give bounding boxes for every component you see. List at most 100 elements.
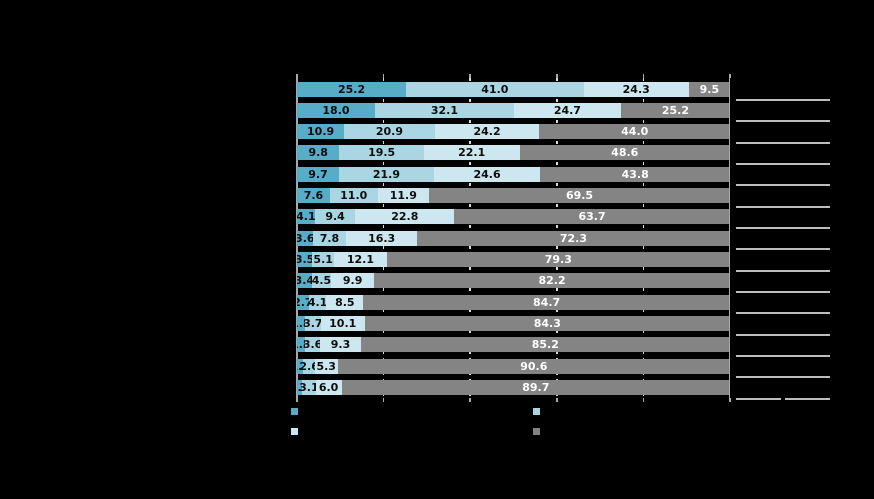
value-label: 5.1	[313, 253, 333, 267]
bar-segment-segment-2-light-blue: 5.1	[312, 252, 335, 268]
bar-segment-segment-2-light-blue: 3.6	[302, 337, 323, 353]
value-label: 12.1	[346, 253, 374, 267]
bar-segment-segment-3-pale-blue: 24.7	[513, 102, 621, 118]
row-end-line	[736, 269, 830, 272]
bar-segment-segment-2-light-blue: 20.9	[344, 124, 435, 140]
bar-segment-segment-3-pale-blue: 24.6	[433, 166, 541, 182]
bar-segment-segment-4-gray: 43.8	[540, 166, 730, 182]
axis-tick	[382, 398, 385, 402]
bar-segment-segment-2-light-blue: 9.4	[314, 209, 356, 225]
value-label: 21.9	[372, 167, 400, 181]
bar-segment-segment-3-pale-blue: 10.1	[320, 316, 365, 332]
value-label: 7.6	[303, 189, 324, 203]
value-label: 79.3	[544, 253, 572, 267]
value-label: 3.4	[297, 274, 315, 288]
value-label: 63.7	[578, 210, 606, 224]
row-end-line	[736, 141, 830, 144]
right-axis-spine	[728, 78, 730, 398]
row-end-line	[736, 120, 830, 123]
bar-segment-segment-3-pale-blue: 11.9	[377, 188, 430, 204]
value-label: 22.1	[458, 146, 486, 160]
bar-segment-segment-1-teal: 4.1	[297, 209, 316, 225]
row-end-line	[736, 376, 830, 379]
value-label: 4.5	[311, 274, 332, 288]
bar-segment-segment-3-pale-blue: 22.1	[423, 145, 520, 161]
bar-segment-segment-1-teal: 3.4	[297, 273, 315, 289]
bar-segment-segment-4-gray: 72.3	[416, 230, 730, 246]
value-label: 4.1	[297, 210, 316, 224]
value-label: 24.2	[473, 125, 501, 139]
value-label: 16.3	[368, 231, 396, 245]
bar-segment-segment-4-gray: 63.7	[454, 209, 730, 225]
value-label: 48.6	[611, 146, 639, 160]
bar-segment-segment-2-light-blue: 4.5	[311, 273, 332, 289]
value-label: 43.8	[621, 167, 649, 181]
bar-segment-segment-2-light-blue: 21.9	[339, 166, 434, 182]
value-label: 72.3	[559, 231, 588, 245]
bar-segment-segment-4-gray: 90.6	[337, 358, 730, 374]
bar-segment-segment-2-light-blue: 7.8	[312, 230, 347, 246]
value-label: 41.0	[481, 82, 509, 96]
bar-segment-segment-2-light-blue: 4.1	[307, 294, 328, 310]
bar-segment-segment-3-pale-blue: 6.0	[315, 380, 342, 396]
value-label: 89.7	[522, 381, 550, 395]
bar-row: 3.5 5.1 12.1 79.3	[297, 252, 730, 268]
row-end-line	[736, 205, 830, 208]
value-label: 5.3	[316, 359, 336, 373]
bar-segment-segment-2-light-blue: 32.1	[374, 102, 514, 118]
value-label: 32.1	[430, 103, 458, 117]
bar-segment-segment-4-gray: 79.3	[386, 252, 730, 268]
value-label: 69.5	[565, 189, 594, 203]
row-end-line	[736, 162, 830, 165]
row-end-line	[736, 354, 830, 357]
value-label: 9.4	[325, 210, 345, 224]
value-label: 3.7	[303, 317, 323, 331]
bar-segment-segment-1-teal: 9.8	[297, 145, 340, 161]
value-label: 4.1	[307, 295, 328, 309]
axis-tick	[556, 74, 558, 78]
value-label: 2.6	[299, 359, 319, 373]
bar-segment-segment-1-teal: 10.9	[297, 124, 345, 140]
bar-segment-segment-3-pale-blue: 9.3	[320, 337, 361, 353]
value-label: 9.3	[330, 338, 351, 352]
value-label: 7.8	[319, 231, 340, 245]
axis-tick	[296, 398, 298, 402]
value-label: 6.0	[318, 381, 339, 395]
value-label: 3.6	[297, 231, 315, 245]
value-label: 85.2	[531, 338, 559, 352]
value-label: 10.9	[307, 125, 335, 139]
bar-segment-segment-4-gray: 82.2	[374, 273, 730, 289]
axis-tick	[469, 398, 471, 402]
value-label: 3.6	[302, 338, 323, 352]
row-end-line	[736, 312, 830, 315]
bar-row: 3.6 7.8 16.3 72.3	[297, 230, 730, 246]
axis-tick	[296, 74, 298, 78]
axis-tick	[382, 74, 385, 78]
value-label: 9.5	[699, 82, 720, 96]
value-label: 3.5	[297, 253, 315, 267]
value-label: 3.1	[299, 381, 319, 395]
bar-segment-segment-1-teal: 3.6	[297, 230, 315, 246]
legend-swatch-segment-1-teal	[291, 408, 298, 415]
value-label: 90.6	[520, 359, 548, 373]
bar-row: 9.7 21.9 24.6 43.8	[297, 166, 730, 182]
bar-row: 4.1 9.4 22.8 63.7	[297, 209, 730, 225]
bar-segment-segment-2-light-blue: 19.5	[339, 145, 424, 161]
bar-row: 10.9 20.9 24.2 44.0	[297, 124, 730, 140]
value-label: 8.5	[335, 295, 355, 309]
bar-segment-segment-3-pale-blue: 8.5	[326, 294, 364, 310]
bar-row: 7.6 11.0 11.9 69.5	[297, 188, 730, 204]
value-label: 82.2	[538, 274, 566, 288]
left-axis-spine	[296, 78, 298, 398]
value-label: 20.9	[375, 125, 403, 139]
value-label: 11.0	[340, 189, 368, 203]
value-label: 25.2	[661, 103, 689, 117]
bar-segment-segment-3-pale-blue: 22.8	[355, 209, 455, 225]
bar-segment-segment-2-light-blue: 41.0	[406, 81, 584, 97]
value-label: 84.7	[533, 295, 561, 309]
bar-segment-segment-3-pale-blue: 24.2	[434, 124, 540, 140]
value-label: 9.9	[342, 274, 363, 288]
value-label: 9.7	[308, 167, 328, 181]
bar-segment-segment-1-teal: 25.2	[297, 81, 407, 97]
